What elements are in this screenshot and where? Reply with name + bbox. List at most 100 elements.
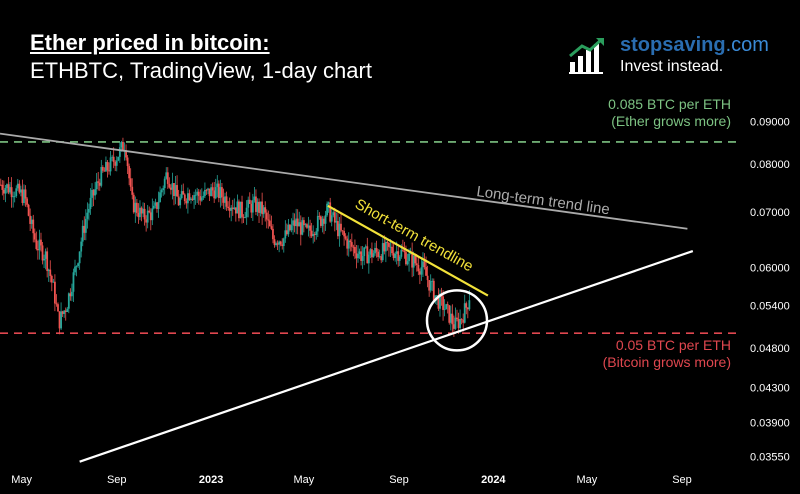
candle-body	[194, 194, 197, 196]
candle-body	[44, 251, 47, 259]
candle-body	[265, 212, 268, 220]
candle-body	[108, 170, 110, 172]
y-tick-label: 0.06000	[750, 262, 790, 274]
candle-body	[21, 189, 24, 203]
candle-body	[414, 255, 417, 264]
candle-body	[439, 293, 441, 309]
candle-body	[272, 228, 274, 240]
candle-body	[66, 308, 69, 312]
candle-body	[125, 150, 127, 158]
candle-body	[258, 201, 260, 213]
candle-body	[149, 212, 152, 221]
candle-body	[41, 245, 44, 261]
candle-body	[313, 234, 316, 235]
candle-body	[310, 230, 313, 237]
candle-body	[159, 192, 161, 203]
candle-body	[151, 208, 154, 221]
candle-body	[391, 246, 393, 254]
candle-body	[380, 256, 383, 261]
candle-body	[360, 251, 363, 261]
candle-body	[214, 187, 217, 199]
candle-body	[227, 206, 230, 208]
candle-body	[275, 243, 277, 246]
candle-body	[83, 225, 86, 233]
candle-body	[295, 218, 298, 227]
candle-body	[131, 186, 134, 195]
candle-body	[248, 199, 251, 204]
candle-body	[304, 224, 307, 226]
candle-body	[86, 212, 89, 219]
reference-label: (Ether grows more)	[611, 113, 731, 129]
candle-body	[23, 189, 25, 203]
candle-body	[67, 293, 70, 309]
candle-body	[425, 267, 427, 276]
candle-body	[89, 197, 92, 209]
candle-body	[163, 178, 166, 189]
candle-body	[142, 208, 144, 214]
candle-body	[431, 280, 434, 282]
candle-body	[412, 255, 415, 268]
candle-body	[1, 184, 4, 190]
candle-body	[250, 203, 253, 213]
y-tick-label: 0.09000	[750, 116, 790, 128]
candle-body	[117, 156, 120, 161]
candle-body	[278, 241, 281, 245]
candle-body	[405, 252, 407, 265]
candle-body	[309, 225, 311, 231]
candle-body	[408, 253, 410, 262]
candle-body	[63, 310, 66, 314]
candle-body	[49, 269, 52, 276]
candle-body	[154, 202, 157, 206]
candle-body	[134, 202, 137, 213]
candle-body	[71, 291, 73, 297]
candle-body	[279, 241, 282, 245]
candle-body	[101, 166, 104, 171]
candle-body	[100, 166, 103, 186]
candle-body	[43, 258, 45, 261]
x-tick-label: May	[11, 474, 32, 486]
candle-body	[262, 207, 265, 215]
candle-body	[171, 183, 174, 190]
candle-body	[400, 249, 403, 257]
candle-body	[219, 187, 222, 199]
y-tick-label: 0.07000	[750, 207, 790, 219]
candle-body	[221, 187, 223, 198]
bar-chart-growth-icon	[568, 36, 608, 79]
candle-body	[384, 241, 387, 252]
candle-body	[422, 261, 424, 268]
candle-body	[389, 246, 392, 248]
candle-body	[460, 319, 463, 320]
candle-body	[84, 218, 87, 233]
candle-body	[236, 201, 239, 214]
candle-body	[33, 233, 36, 240]
candle-body	[293, 220, 296, 227]
candle-body	[88, 208, 90, 213]
candle-body	[230, 207, 233, 211]
candle-body	[55, 303, 58, 305]
candle-body	[139, 207, 141, 218]
candle-body	[459, 319, 461, 329]
candle-body	[415, 263, 418, 266]
candle-body	[448, 305, 451, 323]
candle-body	[267, 219, 270, 221]
candle-body	[2, 189, 5, 194]
candle-body	[140, 207, 143, 214]
candle-body	[437, 295, 440, 309]
candle-body	[350, 242, 353, 247]
candle-body	[397, 251, 400, 261]
candle-body	[276, 243, 279, 245]
candle-body	[394, 253, 397, 259]
candle-body	[337, 221, 339, 237]
candle-body	[369, 249, 372, 255]
candle-body	[239, 201, 242, 219]
candle-body	[302, 220, 305, 226]
x-tick-label: May	[577, 474, 598, 486]
y-tick-label: 0.04800	[750, 343, 790, 355]
candle-body	[443, 309, 446, 311]
candle-body	[363, 247, 366, 257]
candle-body	[324, 215, 327, 224]
candle-body	[74, 266, 76, 273]
candle-body	[9, 187, 11, 193]
candle-body	[468, 300, 471, 310]
